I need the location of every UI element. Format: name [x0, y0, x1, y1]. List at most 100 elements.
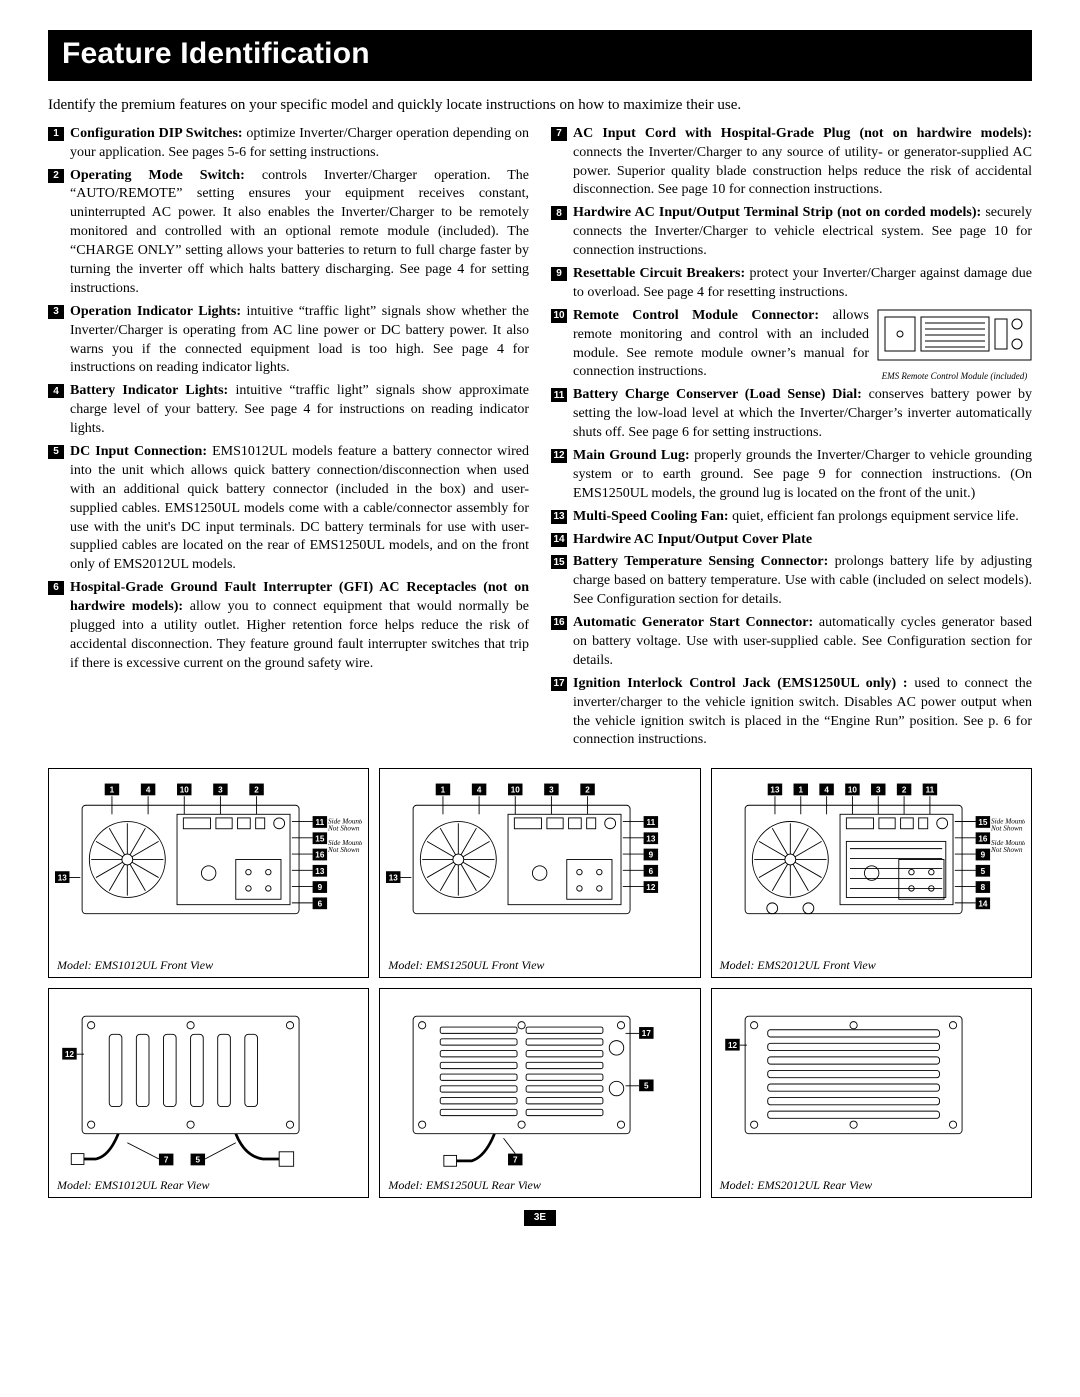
feature-text: connects the Inverter/Charger to any sou… — [573, 145, 1032, 198]
feature-title: Hardwire AC Input/Output Cover Plate — [573, 532, 812, 547]
diagram-cell: 12 Model: EMS2012UL Rear View — [711, 988, 1032, 1198]
left-column: 1Configuration DIP Switches: optimize In… — [48, 125, 529, 755]
feature-number-box: 11 — [551, 388, 567, 402]
svg-text:8: 8 — [980, 884, 985, 893]
svg-text:17: 17 — [642, 1029, 652, 1038]
feature-title: Remote Control Module Connector: — [573, 308, 819, 323]
feature-text: quiet, efficient fan prolongs equipment … — [729, 509, 1019, 524]
feature-item: 17 Ignition Interlock Control Jack (EMS12… — [551, 675, 1032, 751]
feature-item: 11 Battery Charge Conserver (Load Sense) … — [551, 386, 1032, 443]
svg-text:13: 13 — [315, 867, 325, 876]
diagram-cell: 1410321113961213 Model: EMS1250UL Front … — [379, 768, 700, 978]
svg-text:6: 6 — [649, 867, 654, 876]
diagram-svg: 12 — [718, 995, 1025, 1173]
svg-text:2: 2 — [254, 786, 259, 795]
feature-title: Automatic Generator Start Connector: — [573, 615, 813, 630]
diagram-caption: Model: EMS1250UL Front View — [388, 957, 544, 973]
feature-item: 2 Operating Mode Switch: controls Inverte… — [48, 167, 529, 299]
svg-text:5: 5 — [196, 1156, 201, 1165]
svg-text:5: 5 — [980, 867, 985, 876]
remote-module-figure: EMS Remote Control Module (included) — [877, 309, 1032, 382]
feature-title: Main Ground Lug: — [573, 448, 690, 463]
svg-text:7: 7 — [164, 1156, 169, 1165]
diagram-cell: 1314103211151695814Side Mounted,Not Show… — [711, 768, 1032, 978]
feature-item: 5 DC Input Connection: EMS1012UL models f… — [48, 443, 529, 575]
feature-item: 12Main Ground Lug: properly grounds the … — [551, 447, 1032, 504]
svg-text:Not Shown: Not Shown — [327, 847, 360, 855]
feature-item: 16Automatic Generator Start Connector: a… — [551, 614, 1032, 671]
feature-number-box: 1 — [48, 127, 64, 141]
svg-text:13: 13 — [58, 874, 68, 883]
feature-title: Operating Mode Switch: — [70, 168, 245, 183]
page-number: 3E — [524, 1210, 556, 1226]
svg-text:2: 2 — [586, 786, 591, 795]
feature-item: 14 Hardwire AC Input/Output Cover Plate — [551, 531, 1032, 550]
feature-title: Operation Indicator Lights: — [70, 304, 241, 319]
feature-number-box: 3 — [48, 305, 64, 319]
feature-item: 3Operation Indicator Lights: intuitive “… — [48, 303, 529, 379]
svg-text:11: 11 — [647, 818, 656, 827]
lead-paragraph: Identify the premium features on your sp… — [48, 95, 1032, 115]
svg-text:11: 11 — [316, 818, 325, 827]
feature-number-box: 2 — [48, 169, 64, 183]
svg-text:3: 3 — [876, 786, 881, 795]
diagram-svg: 12 7 5 — [55, 995, 362, 1173]
feature-item: 10 EMS Remote Control Module (included)R… — [551, 307, 1032, 383]
feature-title: DC Input Connection: — [70, 444, 207, 459]
feature-item: 1Configuration DIP Switches: optimize In… — [48, 125, 529, 163]
feature-text: controls Inverter/Charger operation. The… — [70, 168, 529, 296]
svg-text:1: 1 — [798, 786, 803, 795]
feature-item: 7AC Input Cord with Hospital-Grade Plug … — [551, 125, 1032, 201]
feature-title: Resettable Circuit Breakers: — [573, 266, 745, 281]
svg-text:4: 4 — [477, 786, 482, 795]
svg-text:2: 2 — [901, 786, 906, 795]
svg-text:16: 16 — [978, 835, 988, 844]
diagram-caption: Model: EMS1250UL Rear View — [388, 1177, 541, 1193]
feature-number-box: 14 — [551, 533, 567, 547]
svg-text:12: 12 — [647, 884, 657, 893]
svg-text:12: 12 — [728, 1041, 738, 1050]
diagram-caption: Model: EMS1012UL Rear View — [57, 1177, 210, 1193]
diagram-caption: Model: EMS1012UL Front View — [57, 957, 213, 973]
feature-title: Battery Temperature Sensing Connector: — [573, 554, 828, 569]
feature-number-box: 16 — [551, 616, 567, 630]
feature-text: EMS1012UL models feature a battery conne… — [70, 444, 529, 572]
module-caption: EMS Remote Control Module (included) — [877, 370, 1032, 382]
feature-item: 13 Multi-Speed Cooling Fan: quiet, effici… — [551, 508, 1032, 527]
feature-title: Battery Indicator Lights: — [70, 383, 228, 398]
svg-text:15: 15 — [315, 835, 325, 844]
feature-title: AC Input Cord with Hospital-Grade Plug (… — [573, 126, 1032, 141]
svg-text:11: 11 — [925, 786, 934, 795]
feature-item: 8Hardwire AC Input/Output Terminal Strip… — [551, 204, 1032, 261]
feature-number-box: 9 — [551, 267, 567, 281]
svg-text:1: 1 — [110, 786, 115, 795]
feature-number-box: 5 — [48, 445, 64, 459]
svg-text:13: 13 — [770, 786, 780, 795]
feature-item: 9Resettable Circuit Breakers: protect yo… — [551, 265, 1032, 303]
diagram-cell: 1410321115161396Side Mounted,Not ShownSi… — [48, 768, 369, 978]
feature-item: 4Battery Indicator Lights: intuitive “tr… — [48, 382, 529, 439]
svg-text:1: 1 — [441, 786, 446, 795]
feature-number-box: 12 — [551, 449, 567, 463]
svg-text:13: 13 — [647, 835, 657, 844]
svg-text:10: 10 — [511, 786, 521, 795]
diagram-caption: Model: EMS2012UL Front View — [720, 957, 876, 973]
diagram-svg: 1410321113961213 — [386, 775, 693, 953]
diagram-cell: 1757 Model: EMS1250UL Rear View — [379, 988, 700, 1198]
feature-title: Battery Charge Conserver (Load Sense) Di… — [573, 387, 862, 402]
feature-title: Ignition Interlock Control Jack (EMS1250… — [573, 676, 908, 691]
svg-text:12: 12 — [65, 1050, 75, 1059]
feature-number-box: 4 — [48, 384, 64, 398]
feature-title: Multi-Speed Cooling Fan: — [573, 509, 729, 524]
feature-item: 6Hospital-Grade Ground Fault Interrupter… — [48, 579, 529, 673]
svg-text:14: 14 — [978, 900, 988, 909]
svg-text:9: 9 — [649, 851, 654, 860]
feature-columns: 1Configuration DIP Switches: optimize In… — [48, 125, 1032, 755]
feature-number-box: 17 — [551, 677, 567, 691]
svg-text:Not Shown: Not Shown — [990, 847, 1023, 855]
svg-text:10: 10 — [848, 786, 858, 795]
feature-number-box: 13 — [551, 510, 567, 524]
diagram-svg: 1314103211151695814Side Mounted,Not Show… — [718, 775, 1025, 953]
svg-text:13: 13 — [389, 874, 399, 883]
page-title: Feature Identification — [62, 34, 1018, 75]
